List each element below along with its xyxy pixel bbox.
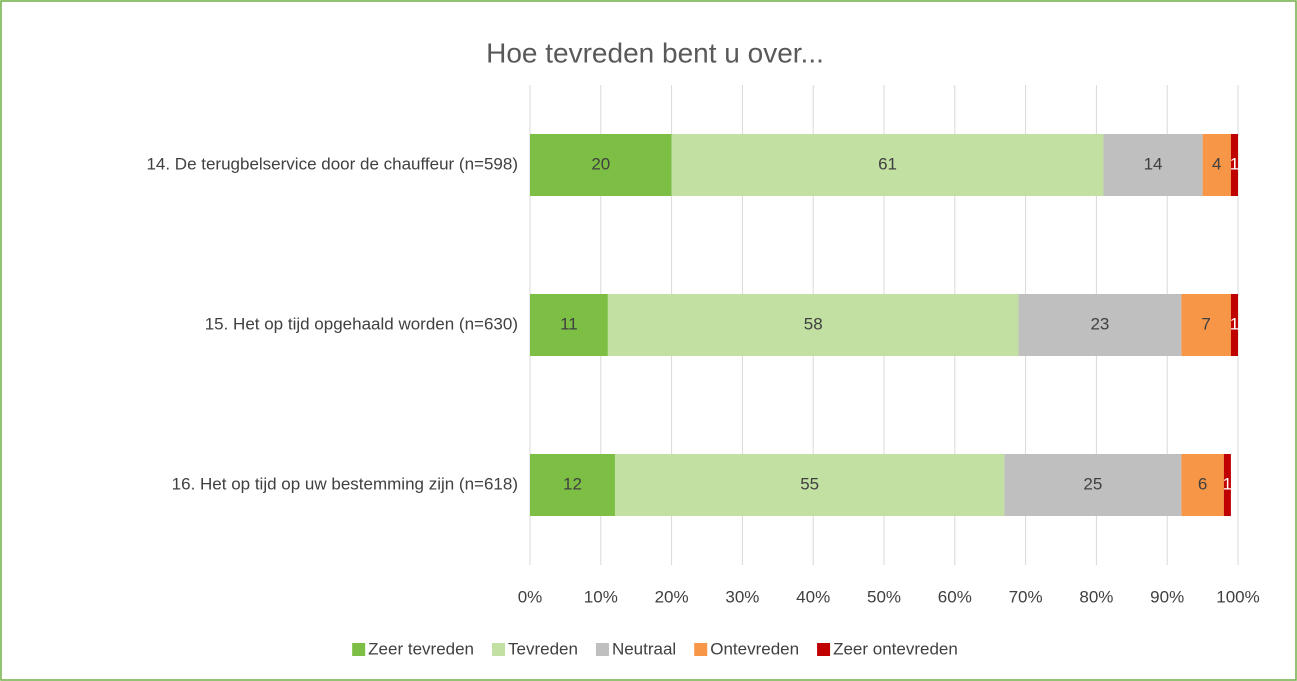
x-tick-label: 30% bbox=[725, 587, 759, 606]
legend-swatch bbox=[694, 643, 708, 656]
legend-swatch bbox=[352, 643, 366, 656]
legend-label: Neutraal bbox=[612, 639, 676, 658]
bar-segment bbox=[1202, 134, 1231, 196]
data-label: 58 bbox=[804, 314, 823, 333]
data-label: 14 bbox=[1144, 154, 1163, 173]
y-tick-label: 15. Het op tijd opgehaald worden (n=630) bbox=[205, 314, 518, 333]
bar-segment bbox=[530, 134, 672, 196]
x-tick-label: 80% bbox=[1079, 587, 1113, 606]
bar-segment bbox=[1004, 454, 1182, 516]
data-label: 23 bbox=[1090, 314, 1109, 333]
bar-segment bbox=[1223, 454, 1231, 516]
x-tick-label: 90% bbox=[1150, 587, 1184, 606]
bar-segment bbox=[1230, 294, 1238, 356]
data-label: 55 bbox=[800, 474, 819, 493]
bar-segment bbox=[607, 294, 1019, 356]
y-tick-label: 14. De terugbelservice door de chauffeur… bbox=[146, 154, 518, 173]
data-label: 1 bbox=[1230, 154, 1239, 173]
legend-label: Zeer ontevreden bbox=[833, 639, 958, 658]
chart-title: Hoe tevreden bent u over... bbox=[486, 37, 824, 68]
bar-segment bbox=[1230, 134, 1238, 196]
bar-segment bbox=[614, 454, 1005, 516]
y-tick-label: 16. Het op tijd op uw bestemming zijn (n… bbox=[172, 474, 518, 493]
bar-segment bbox=[1103, 134, 1203, 196]
bar-segment bbox=[530, 294, 608, 356]
x-tick-label: 10% bbox=[584, 587, 618, 606]
data-label: 1 bbox=[1223, 474, 1232, 493]
data-label: 11 bbox=[560, 314, 578, 333]
data-label: 20 bbox=[591, 154, 610, 173]
data-label: 4 bbox=[1212, 154, 1221, 173]
x-tick-label: 60% bbox=[938, 587, 972, 606]
x-tick-label: 40% bbox=[796, 587, 830, 606]
bar-segment bbox=[1181, 454, 1224, 516]
bar-segment bbox=[530, 454, 615, 516]
legend-label: Tevreden bbox=[508, 639, 578, 658]
data-label: 25 bbox=[1083, 474, 1102, 493]
data-label: 61 bbox=[878, 154, 897, 173]
x-tick-label: 20% bbox=[655, 587, 689, 606]
x-tick-label: 100% bbox=[1216, 587, 1259, 606]
legend-swatch bbox=[817, 643, 831, 656]
bar-segment bbox=[671, 134, 1104, 196]
x-tick-label: 0% bbox=[518, 587, 543, 606]
bar-segment bbox=[1181, 294, 1231, 356]
x-tick-label: 70% bbox=[1009, 587, 1043, 606]
data-label: 12 bbox=[563, 474, 582, 493]
bar-segment bbox=[1018, 294, 1182, 356]
legend-label: Zeer tevreden bbox=[368, 639, 474, 658]
x-tick-label: 50% bbox=[867, 587, 901, 606]
legend-label: Ontevreden bbox=[710, 639, 799, 658]
legend-swatch bbox=[595, 643, 609, 656]
data-label: 6 bbox=[1198, 474, 1207, 493]
legend-swatch bbox=[492, 643, 506, 656]
data-label: 7 bbox=[1201, 314, 1210, 333]
data-label: 1 bbox=[1230, 314, 1239, 333]
